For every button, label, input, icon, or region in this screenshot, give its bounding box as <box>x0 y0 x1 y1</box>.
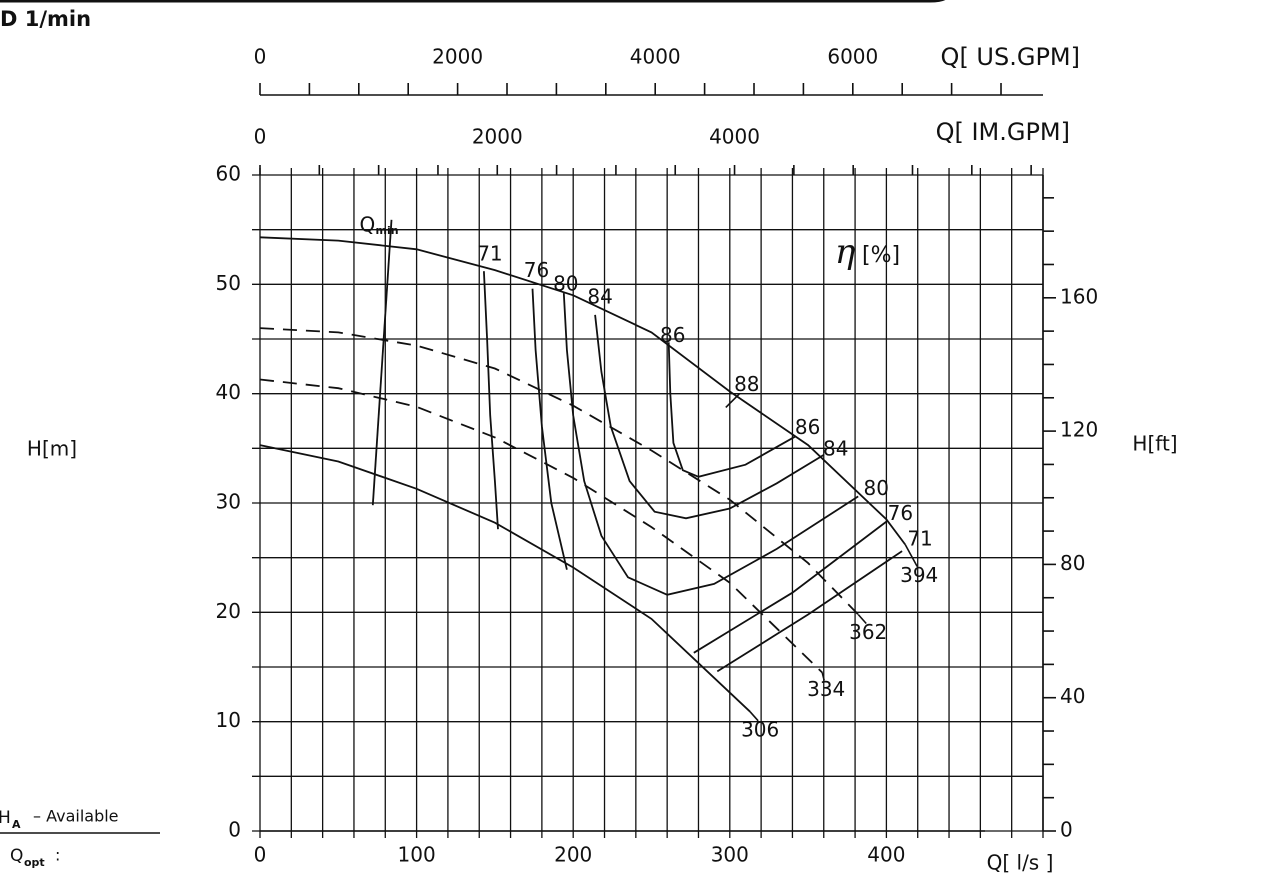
y-tick-label: 10 <box>216 708 241 732</box>
head-curve <box>259 378 823 674</box>
label-leader <box>749 711 759 722</box>
y-tick-label: 20 <box>216 599 241 623</box>
qmin-label: Q <box>360 212 376 236</box>
top-axis-label: Q[ US.GPM] <box>941 43 1080 71</box>
y2-tick-label: 120 <box>1060 418 1098 442</box>
note-subscript: opt <box>24 856 45 869</box>
qmin-subscript: min <box>376 224 399 237</box>
curve-label: 362 <box>849 620 887 644</box>
efficiency-label: 71 <box>477 242 502 266</box>
notes: H A – Available Q opt : <box>0 807 119 870</box>
efficiency-label: 84 <box>823 436 848 460</box>
note-symbol: H <box>0 808 11 828</box>
head-curve <box>259 327 859 616</box>
qmin-line <box>371 219 393 506</box>
note-symbol: Q <box>10 846 23 866</box>
y-tick-label: 60 <box>216 162 241 186</box>
curve-label: 334 <box>807 677 845 701</box>
efficiency-curve <box>594 314 825 520</box>
efficiency-label: 88 <box>734 372 759 396</box>
efficiency-label: 76 <box>524 258 549 282</box>
efficiency-curve <box>483 271 903 673</box>
top-axis-tick-label: 2000 <box>432 45 483 69</box>
curve-label: 394 <box>900 563 938 587</box>
label-leader <box>857 613 867 625</box>
x-tick-label: 100 <box>398 843 436 867</box>
y2-axis-label: H[ft] <box>1132 432 1177 456</box>
y2-tick-label: 40 <box>1060 684 1085 708</box>
x-tick-label: 300 <box>711 843 749 867</box>
efficiency-label: 84 <box>587 284 612 308</box>
label-leader <box>725 392 741 409</box>
top-axis-tick-label: 4000 <box>709 125 760 149</box>
y2-tick-label: 160 <box>1060 284 1098 308</box>
note-text: : <box>55 846 60 865</box>
efficiency-label: 80 <box>863 476 888 500</box>
efficiency-label: 71 <box>907 527 932 551</box>
x-tick-label: 200 <box>554 843 592 867</box>
chart-title: D 1/min <box>0 7 91 31</box>
top-axis-tick-label: 0 <box>254 45 267 69</box>
header-border <box>0 0 946 3</box>
top-axis-tick-label: 4000 <box>630 45 681 69</box>
y-tick-label: 0 <box>228 818 241 842</box>
efficiency-unit: [%] <box>862 243 900 268</box>
efficiency-curve <box>562 293 859 596</box>
x-axis-label: Q[ l/s ] <box>987 851 1054 873</box>
head-curve <box>259 444 751 713</box>
y2-tick-label: 0 <box>1060 818 1073 842</box>
head-curve <box>259 236 906 546</box>
label-leader <box>904 544 918 567</box>
y-tick-label: 40 <box>216 380 241 404</box>
efficiency-curve <box>531 288 887 654</box>
efficiency-label: 86 <box>660 323 685 347</box>
efficiency-label: 86 <box>795 415 820 439</box>
y2-tick-label: 80 <box>1060 551 1085 575</box>
curve-label: 306 <box>741 717 779 741</box>
x-tick-label: 0 <box>254 843 267 867</box>
efficiency-label: 80 <box>553 272 578 296</box>
top-axis-tick-label: 6000 <box>827 45 878 69</box>
x-tick-label: 400 <box>867 843 905 867</box>
y-tick-label: 30 <box>216 490 241 514</box>
top-axis-tick-label: 0 <box>254 125 267 149</box>
note-subscript: A <box>12 818 21 831</box>
y-tick-label: 50 <box>216 271 241 295</box>
efficiency-label: 76 <box>888 501 913 525</box>
top-axis-tick-label: 2000 <box>472 125 523 149</box>
y-axis-label: H[m] <box>27 437 77 461</box>
label-leader <box>821 672 825 681</box>
efficiency-curve <box>667 342 797 478</box>
note-text: – Available <box>33 807 119 826</box>
efficiency-symbol: η <box>835 232 856 272</box>
top-axis-label: Q[ IM.GPM] <box>936 118 1070 146</box>
